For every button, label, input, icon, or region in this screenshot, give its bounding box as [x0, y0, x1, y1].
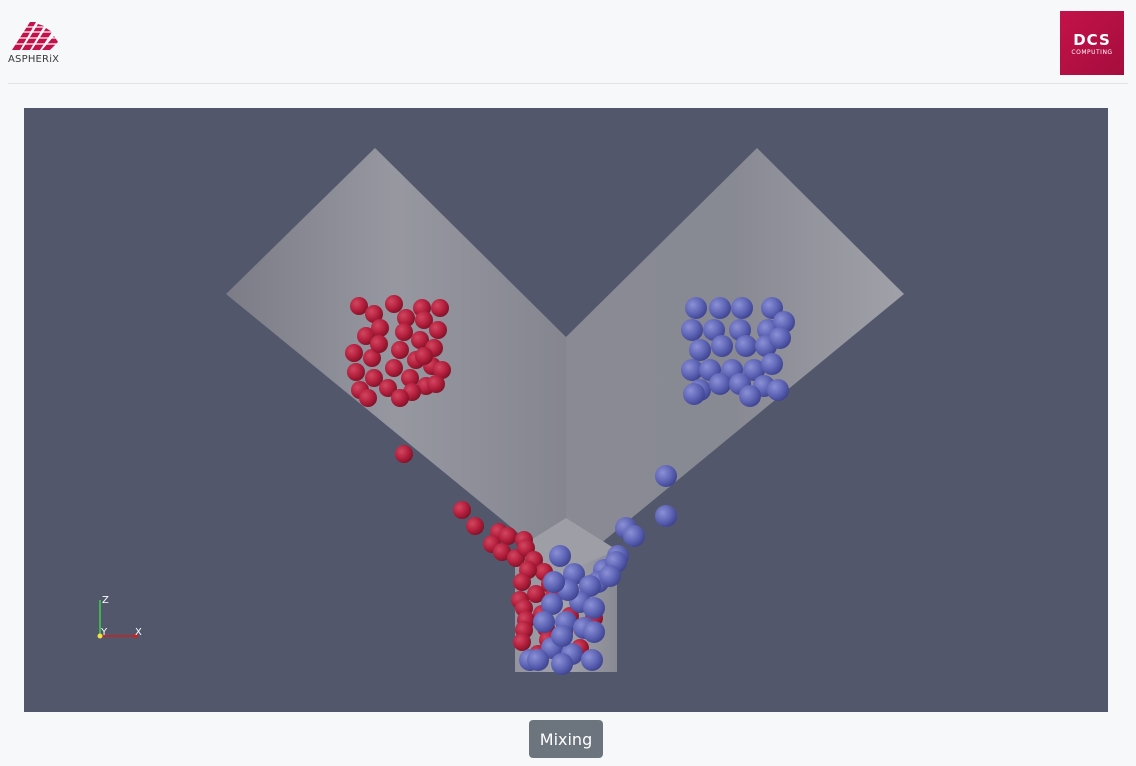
red-particle [493, 543, 511, 561]
axis-y-label: Y [100, 627, 108, 638]
red-particle [365, 305, 383, 323]
blue-particle [681, 359, 703, 381]
red-particle [513, 633, 531, 651]
blue-particle [623, 525, 645, 547]
blue-particle [581, 649, 603, 671]
blue-particle [761, 353, 783, 375]
red-particle [345, 344, 363, 362]
red-particle [433, 361, 451, 379]
blue-particle [579, 575, 601, 597]
blue-particle [655, 505, 677, 527]
red-particle [391, 389, 409, 407]
orientation-axes: Z Y X [97, 595, 142, 639]
blue-particle [533, 611, 555, 633]
blue-particle [709, 373, 731, 395]
red-particle [347, 363, 365, 381]
blue-particle [549, 545, 571, 567]
red-particle [379, 379, 397, 397]
dcs-logo-subtext: COMPUTING [1071, 49, 1113, 56]
blue-particle [583, 597, 605, 619]
red-particle [370, 335, 388, 353]
blue-particle [583, 621, 605, 643]
dcs-computing-logo: DCS COMPUTING [1060, 11, 1124, 75]
blue-particle [681, 319, 703, 341]
aspherix-logo-text: ASPHERiX [8, 54, 60, 65]
blue-particle [731, 297, 753, 319]
red-particle [385, 359, 403, 377]
axis-z-label: Z [102, 595, 109, 606]
red-particle [359, 389, 377, 407]
red-particle [415, 311, 433, 329]
blue-particle [689, 339, 711, 361]
red-particle [415, 347, 433, 365]
simulation-scene: Z Y X [97, 148, 904, 675]
red-particle [429, 321, 447, 339]
red-particle [391, 341, 409, 359]
red-particle [427, 375, 445, 393]
red-particle [397, 309, 415, 327]
aspherix-logo: ASPHERiX [8, 18, 78, 68]
blue-particle [709, 297, 731, 319]
blue-particle [735, 335, 757, 357]
red-particle [401, 369, 419, 387]
page-header: ASPHERiX DCS COMPUTING [8, 0, 1128, 84]
blue-particle [655, 465, 677, 487]
simulation-viewport[interactable]: Z Y X [24, 108, 1108, 712]
blue-particle [543, 571, 565, 593]
red-particle [363, 349, 381, 367]
red-particle [453, 501, 471, 519]
blue-particle [685, 297, 707, 319]
red-particle [499, 527, 517, 545]
blue-particle [551, 625, 573, 647]
blue-particle [743, 359, 765, 381]
aspherix-logo-icon [12, 22, 58, 50]
axis-x-label: X [135, 627, 142, 638]
blue-particle [551, 653, 573, 675]
red-particle [527, 585, 545, 603]
red-particle [371, 319, 389, 337]
blue-particle [711, 335, 733, 357]
red-particle [411, 331, 429, 349]
blue-particle [541, 593, 563, 615]
red-particle [395, 445, 413, 463]
red-particle [466, 517, 484, 535]
dcs-logo-text: DCS [1073, 31, 1111, 49]
blue-particle [767, 379, 789, 401]
red-particle [365, 369, 383, 387]
particles [345, 295, 795, 675]
blue-particle [683, 383, 705, 405]
mixing-button[interactable]: Mixing [529, 720, 603, 758]
blue-particle [527, 649, 549, 671]
blue-particle [769, 327, 791, 349]
blue-particle [599, 565, 621, 587]
red-particle [513, 573, 531, 591]
red-particle [350, 297, 368, 315]
red-particle [395, 323, 413, 341]
blue-particle [739, 385, 761, 407]
red-particle [357, 327, 375, 345]
red-particle [431, 299, 449, 317]
red-particle [385, 295, 403, 313]
